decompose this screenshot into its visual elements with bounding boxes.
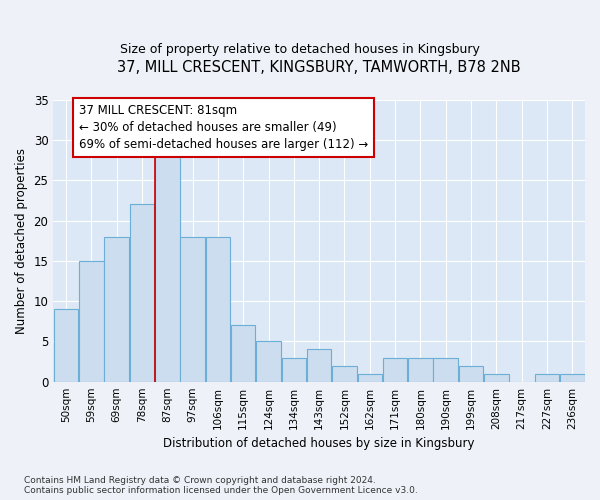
Bar [281,358,306,382]
Bar [383,358,407,382]
Bar [231,326,256,382]
Bar [130,204,154,382]
Bar [79,261,104,382]
Title: 37, MILL CRESCENT, KINGSBURY, TAMWORTH, B78 2NB: 37, MILL CRESCENT, KINGSBURY, TAMWORTH, … [118,60,521,75]
X-axis label: Distribution of detached houses by size in Kingsbury: Distribution of detached houses by size … [163,437,475,450]
Bar [332,366,357,382]
Bar [155,156,179,382]
Text: Size of property relative to detached houses in Kingsbury: Size of property relative to detached ho… [120,42,480,56]
Bar [307,350,331,382]
Bar [104,236,129,382]
Y-axis label: Number of detached properties: Number of detached properties [15,148,28,334]
Bar [433,358,458,382]
Bar [53,309,78,382]
Bar [206,236,230,382]
Bar [459,366,484,382]
Bar [408,358,433,382]
Bar [358,374,382,382]
Bar [180,236,205,382]
Text: Contains HM Land Registry data © Crown copyright and database right 2024.
Contai: Contains HM Land Registry data © Crown c… [24,476,418,495]
Bar [535,374,559,382]
Bar [560,374,584,382]
Text: 37 MILL CRESCENT: 81sqm
← 30% of detached houses are smaller (49)
69% of semi-de: 37 MILL CRESCENT: 81sqm ← 30% of detache… [79,104,368,151]
Bar [256,342,281,382]
Bar [484,374,509,382]
